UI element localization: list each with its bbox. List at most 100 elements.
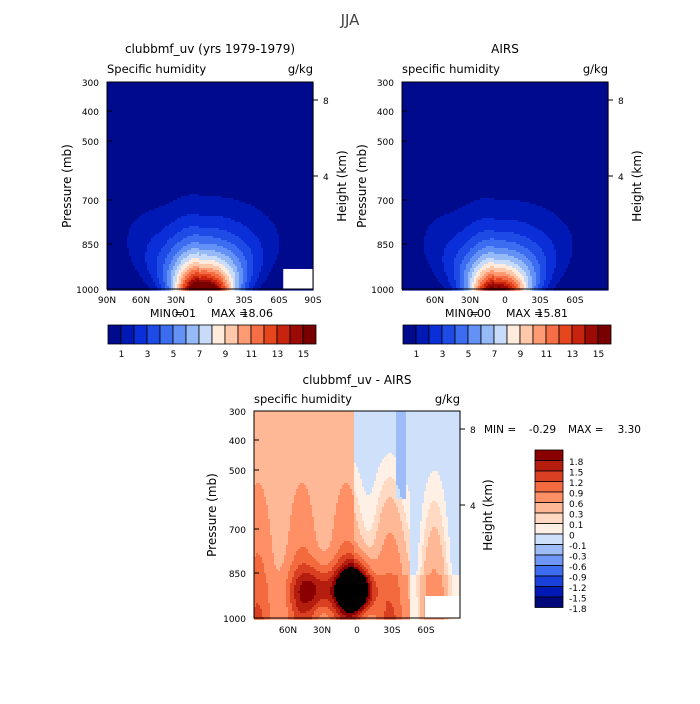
airs-cell — [430, 224, 471, 227]
model-cell — [137, 270, 150, 273]
diff-cell — [420, 575, 427, 578]
diff-cell — [308, 549, 323, 552]
diff-cell — [260, 555, 275, 558]
model-ylabel-right: Height (km) — [335, 150, 349, 221]
diff-cell — [254, 441, 355, 444]
model-cell — [107, 170, 314, 173]
airs-cell — [556, 252, 573, 255]
diff-cell — [442, 547, 447, 550]
diff-cell — [442, 487, 461, 490]
diff-cell — [424, 531, 431, 534]
model-cell — [229, 284, 232, 287]
model-cell — [235, 272, 240, 275]
diff-cell — [332, 537, 355, 540]
model-cell — [253, 270, 262, 273]
airs-cell — [462, 260, 471, 263]
airs-cell — [470, 278, 475, 281]
model-xtick-label: 0 — [207, 296, 213, 306]
diff-cell — [402, 523, 409, 526]
airs-colorbar-swatch — [597, 324, 612, 345]
diff-cell — [362, 519, 375, 522]
diff-cell — [406, 491, 411, 494]
model-cell — [191, 258, 200, 261]
diff-cell — [396, 419, 407, 422]
diff-cell — [254, 515, 269, 518]
diff-cell — [372, 595, 379, 598]
model-cell — [169, 238, 184, 241]
diff-cell — [254, 471, 355, 474]
diff-cell — [254, 413, 355, 416]
diff-cell — [406, 471, 433, 474]
diff-cell — [444, 563, 449, 566]
diff-cell — [368, 563, 403, 566]
diff-colorbar-label: -0.1 — [569, 542, 587, 552]
airs-height-label: 8 — [618, 97, 624, 107]
diff-cell — [354, 423, 397, 426]
diff-cell — [430, 573, 439, 576]
diff-cell — [422, 563, 425, 566]
diff-cell — [372, 569, 403, 572]
airs-cell — [540, 272, 547, 275]
diff-cell — [290, 525, 315, 528]
airs-cell — [518, 220, 563, 223]
diff-cell — [266, 497, 295, 500]
model-cell — [199, 214, 266, 217]
model-cell — [241, 238, 260, 241]
diff-cell — [302, 573, 311, 576]
diff-cell — [410, 497, 425, 500]
airs-cell — [402, 230, 427, 233]
model-cell — [269, 218, 314, 221]
diff-cell — [446, 509, 461, 512]
diff-cell — [420, 529, 425, 532]
diff-cell — [420, 597, 425, 600]
diff-cell — [422, 547, 427, 550]
airs-cell — [500, 286, 509, 289]
airs-colorbar-swatch — [415, 324, 430, 345]
diff-cell — [254, 567, 265, 570]
diff-cell — [408, 485, 427, 488]
model-cell — [189, 286, 218, 289]
diff-cell — [356, 541, 365, 544]
diff-cell — [302, 601, 309, 604]
diff-cell — [356, 465, 381, 468]
airs-cell — [402, 278, 439, 281]
model-cell — [251, 280, 258, 283]
diff-cell — [396, 615, 403, 618]
diff-cell — [448, 571, 453, 574]
diff-cell — [270, 525, 291, 528]
model-cell — [175, 272, 180, 275]
diff-cell — [370, 593, 373, 596]
airs-cell — [508, 276, 515, 279]
airs-cell — [478, 242, 517, 245]
model-cell — [253, 232, 278, 235]
diff-cell — [438, 471, 461, 474]
airs-cell — [402, 286, 445, 289]
model-cell — [235, 264, 242, 267]
diff-cell — [354, 469, 359, 472]
diff-cell — [364, 525, 373, 528]
airs-cell — [522, 268, 529, 271]
model-cell — [243, 240, 260, 243]
diff-cell — [256, 603, 259, 606]
diff-cell — [402, 529, 411, 532]
model-cell — [127, 242, 150, 245]
airs-cell — [494, 246, 525, 249]
model-cell — [165, 282, 168, 285]
diff-cell — [400, 599, 411, 602]
airs-cell — [526, 222, 565, 225]
model-cell — [183, 280, 186, 283]
model-ytick-label: 500 — [82, 138, 99, 148]
model-cell — [279, 234, 314, 237]
diff-cell — [290, 587, 295, 590]
diff-cell — [268, 599, 287, 602]
model-cell — [153, 280, 160, 283]
diff-cell — [400, 593, 409, 596]
airs-cell — [402, 156, 609, 159]
model-cell — [167, 240, 182, 243]
diff-cell — [274, 555, 285, 558]
airs-cell — [402, 226, 429, 229]
model-cell — [275, 226, 314, 229]
model-cell — [253, 274, 260, 277]
diff-cell — [420, 591, 427, 594]
model-cell — [107, 272, 140, 275]
